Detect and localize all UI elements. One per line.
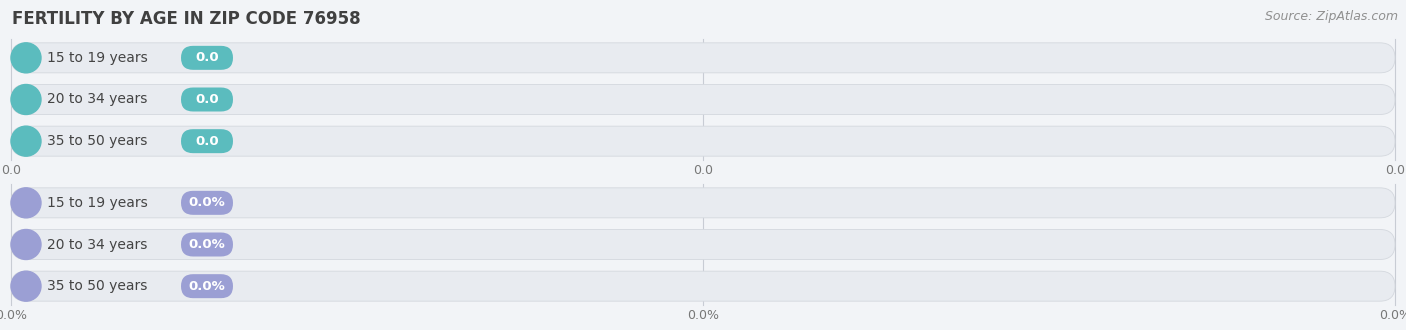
FancyBboxPatch shape	[181, 191, 233, 215]
FancyBboxPatch shape	[11, 84, 1395, 115]
FancyBboxPatch shape	[11, 43, 1395, 73]
Circle shape	[11, 188, 41, 218]
Text: 0.0%: 0.0%	[688, 309, 718, 322]
FancyBboxPatch shape	[11, 271, 1395, 301]
Text: Source: ZipAtlas.com: Source: ZipAtlas.com	[1265, 10, 1398, 23]
Text: 20 to 34 years: 20 to 34 years	[46, 92, 148, 107]
Text: 0.0%: 0.0%	[0, 309, 27, 322]
Text: 0.0: 0.0	[195, 93, 219, 106]
FancyBboxPatch shape	[181, 87, 233, 112]
FancyBboxPatch shape	[181, 233, 233, 256]
Text: 0.0: 0.0	[195, 135, 219, 148]
Text: 0.0%: 0.0%	[188, 280, 225, 293]
Circle shape	[11, 43, 41, 73]
FancyBboxPatch shape	[11, 126, 1395, 156]
Text: 15 to 19 years: 15 to 19 years	[46, 196, 148, 210]
Text: 0.0%: 0.0%	[1379, 309, 1406, 322]
Circle shape	[11, 229, 41, 259]
Circle shape	[11, 126, 41, 156]
Text: 0.0%: 0.0%	[188, 196, 225, 209]
Text: 20 to 34 years: 20 to 34 years	[46, 238, 148, 251]
Circle shape	[11, 84, 41, 115]
Text: 0.0: 0.0	[1, 164, 21, 177]
FancyBboxPatch shape	[181, 129, 233, 153]
Text: 0.0: 0.0	[195, 51, 219, 64]
Text: 0.0: 0.0	[1385, 164, 1405, 177]
FancyBboxPatch shape	[181, 274, 233, 298]
Text: 35 to 50 years: 35 to 50 years	[46, 279, 148, 293]
Text: 35 to 50 years: 35 to 50 years	[46, 134, 148, 148]
Text: 0.0: 0.0	[693, 164, 713, 177]
Text: FERTILITY BY AGE IN ZIP CODE 76958: FERTILITY BY AGE IN ZIP CODE 76958	[13, 10, 360, 28]
FancyBboxPatch shape	[11, 188, 1395, 218]
Text: 15 to 19 years: 15 to 19 years	[46, 51, 148, 65]
Circle shape	[11, 271, 41, 301]
FancyBboxPatch shape	[181, 46, 233, 70]
FancyBboxPatch shape	[11, 229, 1395, 259]
Text: 0.0%: 0.0%	[188, 238, 225, 251]
